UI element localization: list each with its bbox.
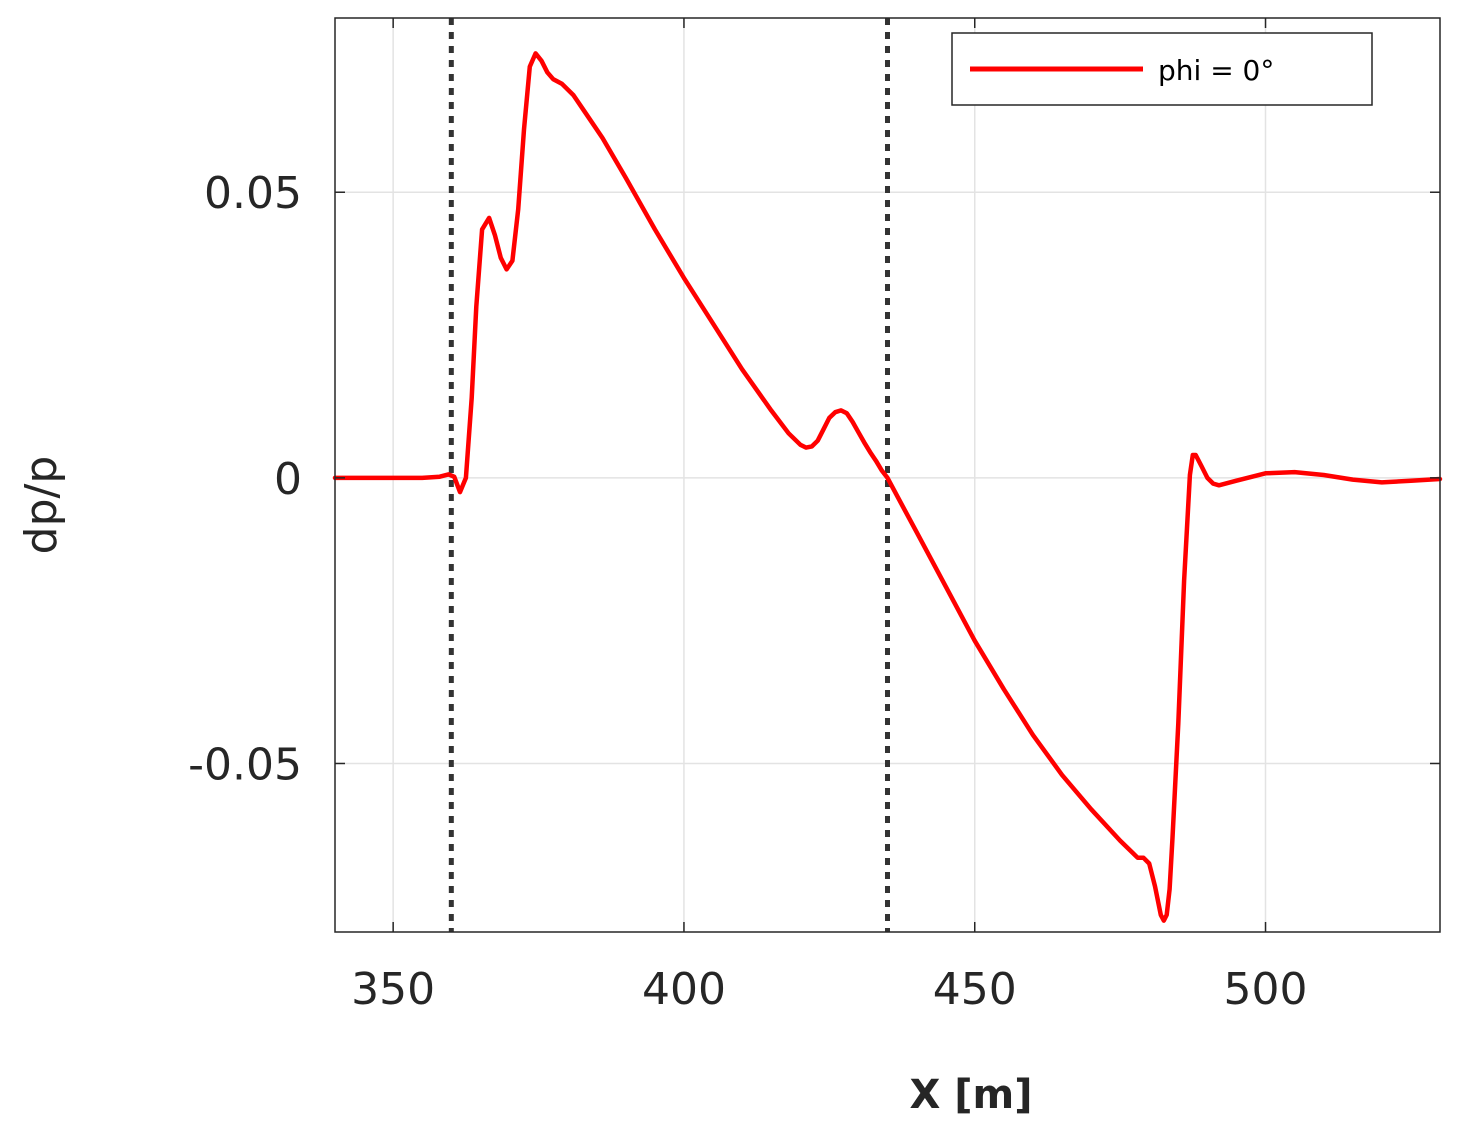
- reference-lines: [448, 18, 890, 932]
- x-axis-title: X [m]: [909, 1072, 1032, 1118]
- x-tick-label: 450: [933, 964, 1017, 1015]
- x-tick-label: 350: [351, 964, 435, 1015]
- plot-frame: [334, 17, 1441, 933]
- series-layer: [332, 51, 1443, 923]
- x-tick-label: 400: [642, 964, 726, 1015]
- y-tick-label: 0.05: [204, 168, 302, 219]
- y-tick-label: 0: [274, 454, 302, 505]
- y-axis-ticks: -0.05 0 0.05: [188, 168, 1440, 790]
- legend: phi = 0°: [951, 32, 1373, 106]
- y-tick-label: -0.05: [188, 739, 302, 790]
- legend-label: phi = 0°: [1158, 54, 1274, 87]
- x-tick-label: 500: [1224, 964, 1308, 1015]
- x-axis-ticks: 350 400 450 500: [351, 18, 1308, 1015]
- y-axis-title: dp/p: [16, 456, 67, 555]
- series-line: [332, 51, 1443, 923]
